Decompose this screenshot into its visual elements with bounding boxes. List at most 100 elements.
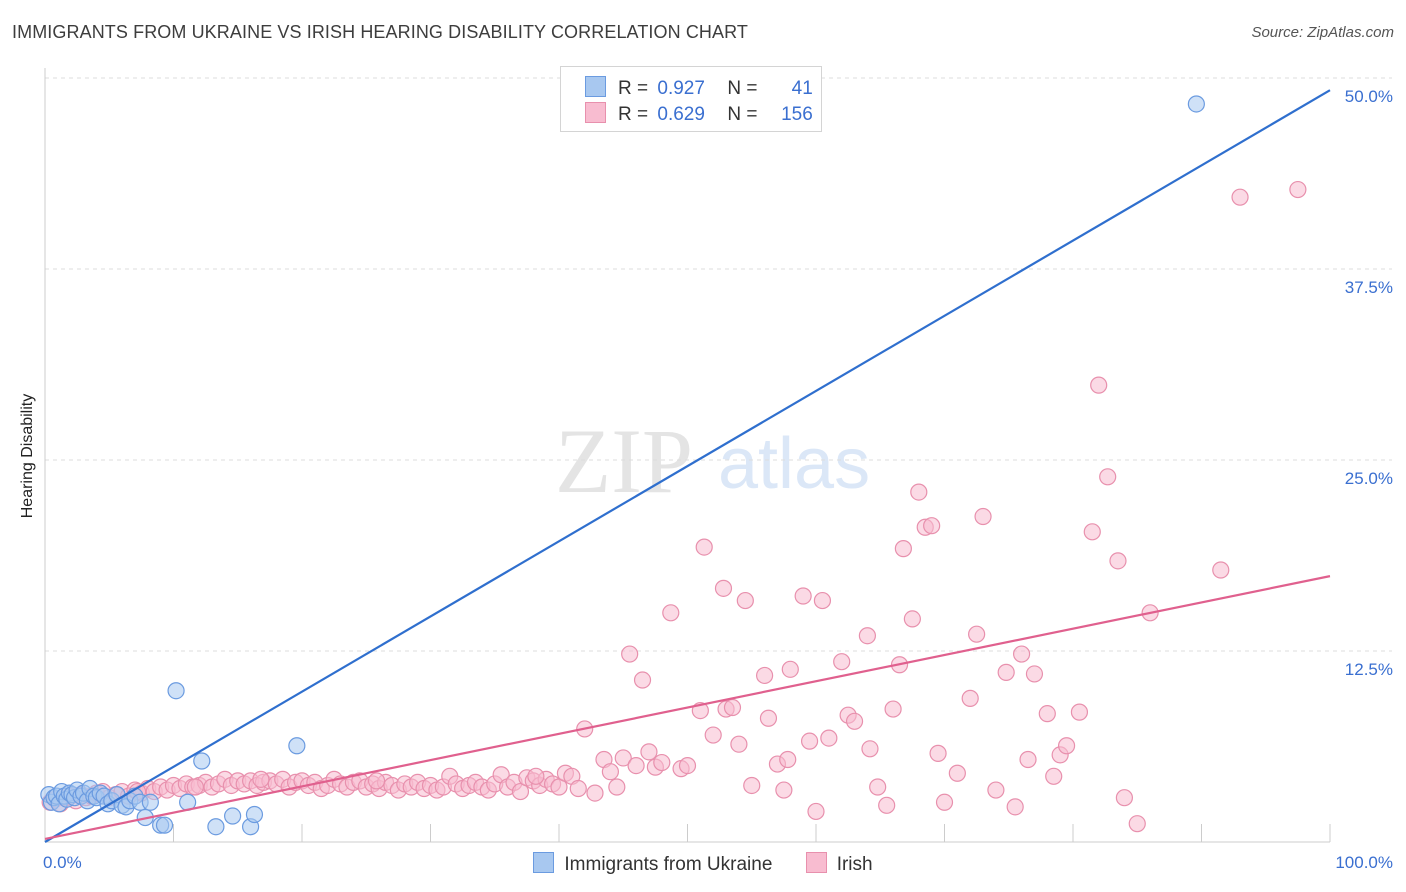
ukraine-point — [1187, 95, 1205, 113]
irish-point — [586, 784, 604, 802]
irish-point — [800, 732, 819, 750]
trend-lines — [44, 89, 1331, 843]
irish-point — [813, 591, 832, 610]
irish-point — [987, 781, 1005, 799]
ukraine-point — [224, 807, 242, 825]
irish-point — [662, 604, 680, 622]
irish-point — [621, 645, 639, 663]
irish-point — [775, 781, 793, 799]
legend-r-label: R = — [618, 104, 649, 125]
y-tick-label: 25.0% — [1345, 469, 1393, 488]
irish-point — [252, 770, 270, 788]
tick-labels: 12.5% 25.0% 37.5% 50.0% 0.0% 100.0% — [43, 87, 1393, 872]
irish-point — [527, 767, 545, 785]
irish-point — [1083, 523, 1101, 541]
irish-point — [807, 802, 825, 821]
watermark: ZIP atlas — [555, 410, 870, 512]
irish-point — [723, 698, 742, 717]
x-tick-label: 0.0% — [43, 853, 82, 872]
legend-item-ukraine: Immigrants from Ukraine — [533, 852, 772, 876]
legend-n-value: 156 — [781, 104, 813, 125]
legend-swatch-irish — [805, 852, 827, 873]
irish-point — [1289, 180, 1307, 199]
watermark-zip: ZIP — [555, 410, 693, 512]
irish-point — [1070, 703, 1089, 721]
irish-point — [1045, 767, 1063, 785]
irish-point — [755, 666, 774, 685]
legend-r-value: 0.629 — [657, 104, 705, 125]
grid-lines — [45, 77, 1392, 652]
irish-point — [884, 700, 902, 718]
legend-row-irish: R = 0.629 N = 156 — [585, 102, 813, 125]
irish-point — [845, 712, 864, 730]
legend-n-value: 41 — [791, 78, 813, 99]
ukraine-point — [155, 816, 174, 834]
source-label: Source: ZipAtlas.com — [1251, 24, 1394, 41]
irish-point — [633, 671, 652, 689]
ukraine-point — [167, 682, 185, 700]
irish-point — [935, 793, 954, 811]
irish-point — [1057, 737, 1076, 755]
irish-point — [869, 778, 887, 796]
irish-point — [550, 778, 568, 796]
ukraine-point — [193, 752, 211, 770]
irish-point — [704, 726, 722, 744]
ukraine-point — [141, 793, 159, 811]
y-tick-label: 37.5% — [1345, 278, 1393, 297]
irish-point — [968, 625, 986, 643]
irish-point — [736, 591, 754, 610]
irish-point — [695, 538, 713, 556]
irish-point — [1006, 798, 1024, 816]
legend-swatch-ukraine — [585, 76, 606, 97]
y-tick-label: 12.5% — [1345, 660, 1393, 679]
irish-point — [878, 796, 896, 814]
trend-line-irish — [44, 575, 1331, 841]
irish-point — [923, 517, 941, 535]
legend-n-label: N = — [727, 78, 758, 99]
irish-point — [640, 743, 658, 761]
irish-point — [1012, 645, 1031, 663]
irish-point — [730, 735, 748, 753]
irish-point — [627, 756, 645, 775]
chart-title: IMMIGRANTS FROM UKRAINE VS IRISH HEARING… — [12, 22, 748, 42]
irish-point — [948, 764, 966, 782]
irish-point — [903, 610, 921, 628]
irish-point — [714, 579, 733, 597]
irish-point — [929, 744, 947, 762]
legend-n-label: N = — [727, 104, 758, 125]
irish-point — [961, 689, 979, 707]
irish-point — [1115, 789, 1134, 807]
irish-point — [511, 782, 530, 801]
irish-point — [1025, 665, 1044, 683]
irish-point — [1038, 705, 1056, 723]
irish-point — [569, 779, 587, 798]
x-tick-label: 100.0% — [1335, 853, 1393, 872]
ukraine-point — [245, 805, 264, 824]
irish-point — [614, 749, 632, 767]
irish-point — [861, 740, 879, 758]
legend-swatch-ukraine — [533, 852, 555, 873]
legend-swatch-irish — [585, 102, 606, 123]
irish-point — [601, 763, 620, 781]
irish-point — [974, 507, 992, 526]
irish-point — [858, 627, 877, 645]
irish-point — [1128, 815, 1146, 833]
legend-r-value: 0.927 — [657, 78, 705, 99]
legend-label-irish: Irish — [836, 854, 873, 875]
irish-point — [894, 540, 912, 558]
irish-point — [759, 709, 778, 727]
irish-point — [1231, 188, 1249, 206]
irish-point — [781, 660, 799, 678]
irish-point — [1109, 552, 1127, 570]
y-tick-label: 50.0% — [1345, 87, 1393, 106]
irish-point — [910, 483, 928, 501]
irish-point — [743, 776, 761, 795]
irish-point — [1090, 376, 1108, 394]
irish-point — [678, 756, 697, 775]
irish-point — [1099, 468, 1117, 486]
data-points — [40, 95, 1307, 836]
stats-legend: R = 0.927 N = 41 R = 0.629 N = 156 — [560, 66, 822, 132]
axes — [44, 68, 1331, 843]
irish-point — [186, 778, 204, 796]
